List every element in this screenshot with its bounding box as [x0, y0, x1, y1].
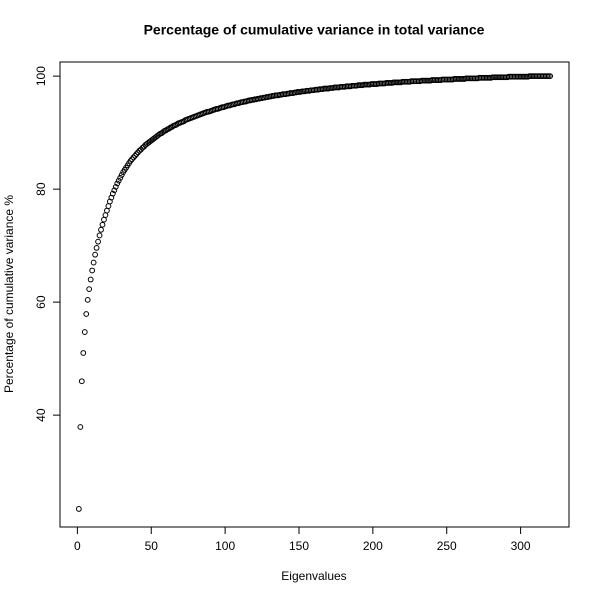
point	[117, 174, 124, 181]
point	[129, 156, 135, 163]
point	[173, 121, 180, 128]
x-tick-label: 0	[74, 539, 81, 553]
point	[80, 350, 87, 356]
x-tick-label: 300	[511, 539, 531, 553]
x-tick-label: 100	[215, 539, 235, 553]
x-tick-label: 250	[437, 539, 457, 553]
y-tick-label: 80	[34, 182, 48, 196]
point	[547, 73, 554, 80]
point	[115, 177, 122, 184]
point	[111, 187, 118, 194]
point	[84, 296, 91, 303]
point	[78, 378, 85, 385]
point	[96, 232, 103, 239]
chart-title: Percentage of cumulative variance in tot…	[144, 22, 485, 38]
point	[132, 152, 138, 159]
point	[109, 190, 116, 197]
x-tick-label: 150	[289, 539, 309, 553]
point	[92, 251, 99, 258]
y-tick-label: 100	[34, 66, 48, 86]
point	[87, 276, 94, 283]
point	[163, 127, 169, 134]
point	[86, 286, 93, 293]
point	[75, 506, 82, 512]
point	[90, 259, 97, 266]
y-axis-label: Percentage of cumulative variance %	[2, 195, 16, 393]
point	[81, 329, 88, 335]
point	[77, 424, 84, 430]
point	[93, 244, 100, 251]
y-tick-label: 60	[34, 295, 48, 309]
point	[130, 154, 137, 161]
x-axis-label: Eigenvalues	[281, 569, 346, 583]
point	[114, 180, 121, 187]
point	[155, 131, 162, 138]
point	[133, 151, 140, 157]
point	[169, 124, 175, 130]
point	[166, 125, 172, 132]
point	[127, 157, 134, 164]
point	[160, 129, 166, 135]
point	[83, 311, 90, 317]
x-tick-label: 50	[145, 539, 159, 553]
point	[95, 238, 101, 245]
point	[118, 172, 125, 178]
point	[112, 183, 119, 190]
point	[180, 118, 187, 125]
point	[89, 267, 96, 274]
point	[99, 221, 106, 228]
x-tick-label: 200	[363, 539, 383, 553]
y-tick-label: 40	[34, 408, 48, 422]
point	[98, 226, 104, 233]
